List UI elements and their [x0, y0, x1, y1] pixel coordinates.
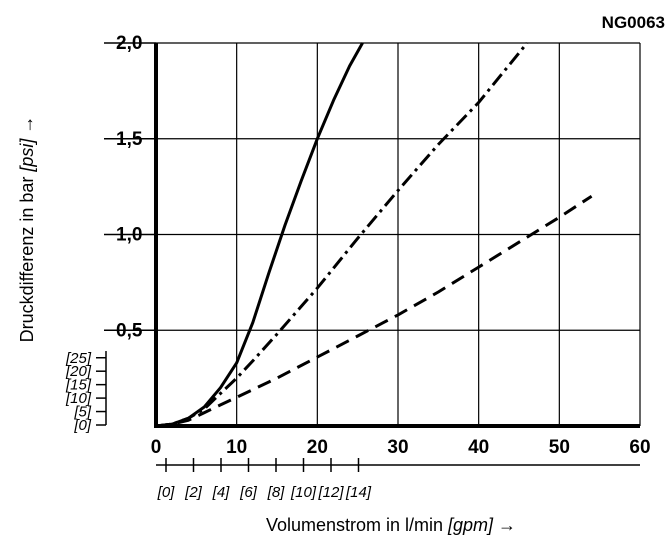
psi-tick-label: [10] [65, 390, 92, 407]
x-tick-label: 60 [629, 437, 650, 458]
gpm-tick-label: [0] [157, 484, 176, 501]
series-line-dashdot [155, 42, 529, 428]
gpm-tick-label: [12] [317, 484, 344, 501]
psi-tick-label: [5] [73, 404, 92, 421]
x-axis-title: Volumenstrom in l/min [gpm] → [266, 515, 516, 535]
y-axis-title: Druckdifferenz in bar [psi] → [17, 116, 37, 343]
grid [156, 42, 641, 426]
curves [155, 42, 593, 428]
tick-labels: 0 10 20 30 40 50 600,51,01,52,0[0][5][10][15][… [65, 33, 651, 501]
axes [96, 42, 640, 472]
psi-tick-label: [25] [65, 350, 92, 367]
gpm-tick-label: [10] [290, 484, 317, 501]
psi-tick-label: [0] [73, 417, 92, 434]
x-tick-label: 40 [468, 437, 489, 458]
y-tick-label: 1,0 [116, 225, 142, 246]
x-tick-label: 30 [387, 437, 408, 458]
y-tick-label: 1,5 [116, 129, 143, 150]
gpm-tick-label: [6] [239, 484, 258, 501]
gpm-tick-label: [14] [345, 484, 372, 501]
psi-tick-label: [20] [65, 363, 92, 380]
x-tick-label: 0 [151, 437, 162, 458]
x-tick-label: 10 [226, 437, 247, 458]
y-tick-label: 2,0 [116, 33, 142, 54]
gpm-tick-label: [8] [267, 484, 286, 501]
chart-code: NG0063 [602, 13, 665, 32]
gpm-tick-label: [4] [212, 484, 231, 501]
x-tick-label: 50 [549, 437, 570, 458]
series-line-dashed [155, 194, 593, 428]
gpm-tick-label: [2] [184, 484, 203, 501]
x-tick-label: 20 [307, 437, 328, 458]
psi-tick-label: [15] [65, 377, 92, 394]
y-tick-label: 0,5 [116, 320, 143, 341]
